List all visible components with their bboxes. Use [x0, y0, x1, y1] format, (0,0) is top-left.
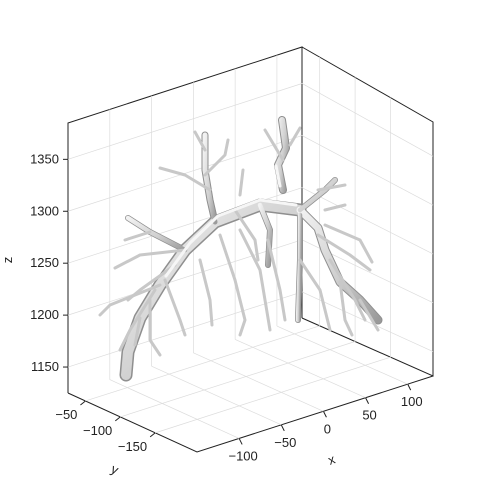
- x-grid-floor: [276, 325, 408, 385]
- x-grid-floor: [151, 365, 282, 426]
- tick-labels: 1150 1200 1250 1300 1350 −100 −50 0 50 100 −50 −100…: [30, 151, 422, 463]
- x-tick-label: 50: [362, 408, 376, 423]
- z-grid-left: [67, 83, 303, 160]
- x-grid-floor: [235, 339, 366, 399]
- z-grid-left: [67, 135, 303, 212]
- y-tick-mark: [80, 400, 86, 406]
- z-grid-right: [301, 187, 434, 255]
- x-grid-floor: [193, 352, 324, 412]
- z-grid-left: [67, 239, 303, 316]
- y-grid-floor: [120, 341, 356, 418]
- z-tick-label: 1200: [30, 307, 59, 322]
- right-wall-outline: [301, 46, 434, 377]
- floor-front-edge: [67, 375, 434, 453]
- x-tick-label: 0: [324, 421, 331, 436]
- x-tick-mark: [238, 438, 243, 445]
- z-grid-left: [67, 291, 303, 368]
- tick-marks: [63, 158, 412, 445]
- y-grid-floor: [85, 325, 320, 402]
- z-tick-label: 1300: [30, 203, 59, 218]
- x-tick-mark: [280, 424, 285, 432]
- y-grid-floor: [155, 356, 391, 434]
- vessel-thin-branches: [98, 126, 380, 357]
- y-tick-label: −150: [118, 439, 147, 454]
- x-tick-label: 100: [401, 394, 423, 409]
- left-wall-outline: [67, 46, 303, 393]
- x-tick-label: −50: [274, 435, 296, 450]
- z-grid-right: [301, 135, 434, 206]
- x-tick-mark: [365, 397, 370, 404]
- z-grid-right: [301, 83, 434, 157]
- vessel-highlight: [164, 164, 298, 278]
- z-axis-label: z: [0, 257, 15, 264]
- z-tick-label: 1150: [31, 359, 59, 374]
- x-tick-label: −100: [228, 448, 257, 463]
- y-axis-label: y: [109, 461, 122, 478]
- y-tick-label: −50: [55, 407, 77, 422]
- y-tick-mark: [114, 416, 121, 422]
- y-tick-mark: [149, 432, 156, 438]
- axes-box: [67, 46, 434, 453]
- x-tick-mark: [407, 383, 412, 391]
- z-tick-label: 1350: [30, 151, 59, 166]
- grid-lines: [67, 55, 434, 439]
- x-axis-label: x: [326, 451, 338, 467]
- x-tick-mark: [322, 411, 327, 418]
- z-tick-label: 1250: [30, 255, 59, 270]
- x-grid-floor: [109, 379, 240, 439]
- vessel-tree-surface: [98, 116, 383, 382]
- y-tick-label: −100: [83, 423, 112, 438]
